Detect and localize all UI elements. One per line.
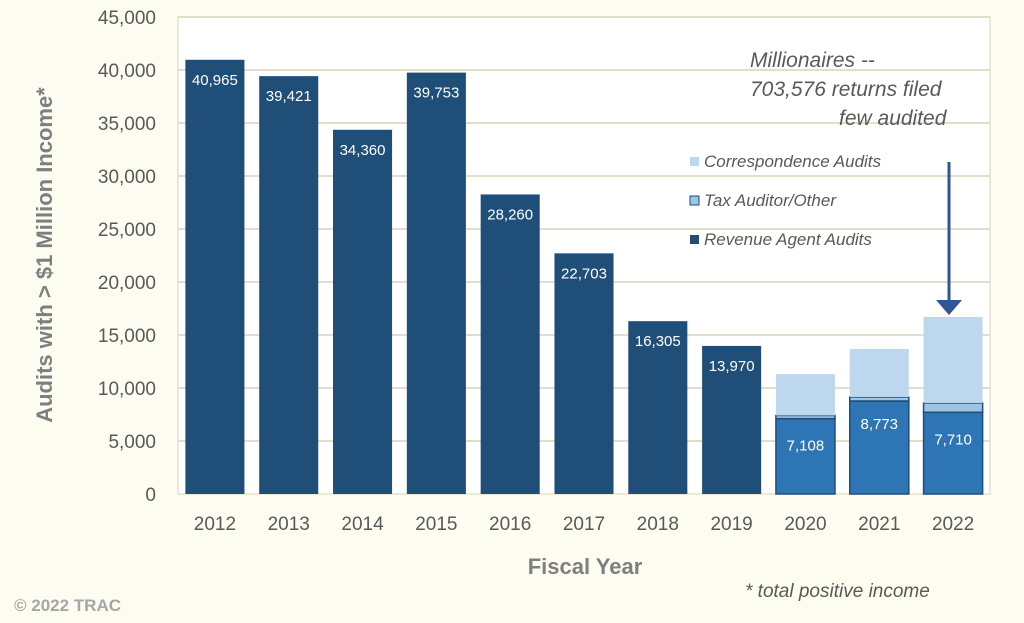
- y-tick-label: 30,000: [98, 167, 156, 188]
- data-label: 13,970: [709, 358, 755, 375]
- data-label: 7,710: [934, 431, 972, 448]
- bar-2021-revenue-agent-audits: [848, 400, 910, 495]
- bar-2019-revenue-agent-audits: [702, 345, 762, 494]
- bar-2021-correspondence-audits: [849, 348, 909, 397]
- x-tick-label: 2014: [341, 514, 384, 535]
- bar-2021-tax-auditor-other: [848, 396, 910, 402]
- x-tick-label: 2021: [858, 514, 900, 535]
- bar-2022-revenue-agent-audits: [922, 411, 984, 495]
- bar-2022-tax-auditor-other: [922, 402, 984, 414]
- bar-2017-revenue-agent-audits: [554, 253, 614, 494]
- bar-2020-tax-auditor-other: [775, 414, 836, 420]
- legend-swatch: [690, 157, 699, 166]
- x-tick-label: 2020: [784, 514, 826, 535]
- data-label: 22,703: [561, 265, 607, 282]
- copyright: © 2022 TRAC: [14, 596, 121, 615]
- legend-label: Correspondence Audits: [704, 152, 882, 171]
- bar-2016-revenue-agent-audits: [480, 194, 540, 494]
- data-label: 39,753: [413, 85, 459, 102]
- x-tick-label: 2016: [489, 514, 531, 535]
- x-tick-label: 2022: [932, 514, 974, 535]
- legend-label: Tax Auditor/Other: [704, 191, 837, 210]
- y-tick-label: 40,000: [98, 61, 156, 82]
- bar-2020-revenue-agent-audits: [775, 417, 836, 495]
- y-tick-label: 15,000: [98, 326, 156, 347]
- x-tick-label: 2018: [637, 514, 679, 535]
- y-tick-label: 25,000: [98, 220, 156, 241]
- legend-label: Revenue Agent Audits: [704, 230, 872, 249]
- data-label: 16,305: [635, 333, 681, 350]
- data-label: 7,108: [787, 438, 825, 455]
- data-label: 8,773: [860, 416, 898, 433]
- data-label: 28,260: [487, 206, 533, 223]
- y-axis-label: Audits with > $1 Million Income*: [32, 87, 57, 423]
- footnote: * total positive income: [745, 581, 930, 602]
- bar-2012-revenue-agent-audits: [185, 59, 245, 495]
- legend-swatch: [690, 235, 699, 244]
- x-tick-label: 2012: [194, 514, 236, 535]
- bar-2014-revenue-agent-audits: [333, 129, 393, 494]
- x-axis-label: Fiscal Year: [528, 554, 643, 579]
- annotation-line: 703,576 returns filed: [750, 78, 943, 101]
- y-tick-label: 5,000: [108, 432, 156, 453]
- x-tick-label: 2017: [563, 514, 605, 535]
- bar-2015-revenue-agent-audits: [406, 72, 466, 495]
- data-label: 34,360: [340, 142, 386, 159]
- y-tick-label: 35,000: [98, 114, 156, 135]
- data-label: 40,965: [192, 72, 238, 89]
- data-label: 39,421: [266, 88, 312, 105]
- bar-2020-correspondence-audits: [775, 374, 835, 416]
- x-tick-label: 2015: [415, 514, 457, 535]
- y-tick-label: 10,000: [98, 379, 156, 400]
- arrow-head: [936, 300, 962, 315]
- annotation-line: few audited: [839, 107, 948, 130]
- x-tick-label: 2013: [268, 514, 310, 535]
- annotation-line: Millionaires --: [750, 49, 875, 72]
- y-tick-label: 45,000: [98, 8, 156, 29]
- bar-2022-correspondence-audits: [923, 316, 983, 403]
- legend-swatch: [689, 195, 700, 206]
- y-tick-label: 0: [145, 485, 156, 506]
- bar-2018-revenue-agent-audits: [628, 321, 688, 494]
- y-tick-label: 20,000: [98, 273, 156, 294]
- bar-2013-revenue-agent-audits: [259, 76, 319, 495]
- x-tick-label: 2019: [710, 514, 752, 535]
